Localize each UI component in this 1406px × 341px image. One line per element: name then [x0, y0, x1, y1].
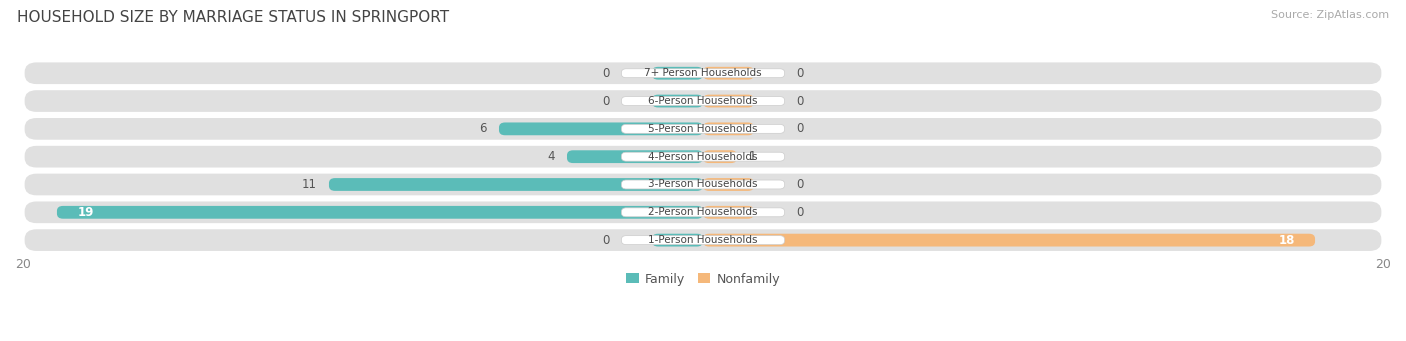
- FancyBboxPatch shape: [25, 62, 1381, 84]
- Text: 11: 11: [302, 178, 318, 191]
- Text: 0: 0: [797, 122, 804, 135]
- FancyBboxPatch shape: [25, 202, 1381, 223]
- Text: 0: 0: [797, 94, 804, 107]
- Text: 0: 0: [602, 94, 609, 107]
- FancyBboxPatch shape: [652, 234, 703, 247]
- FancyBboxPatch shape: [621, 236, 785, 244]
- Text: 4-Person Households: 4-Person Households: [648, 152, 758, 162]
- FancyBboxPatch shape: [499, 122, 703, 135]
- Legend: Family, Nonfamily: Family, Nonfamily: [621, 268, 785, 291]
- FancyBboxPatch shape: [652, 67, 703, 80]
- FancyBboxPatch shape: [621, 208, 785, 217]
- FancyBboxPatch shape: [329, 178, 703, 191]
- FancyBboxPatch shape: [703, 95, 754, 107]
- FancyBboxPatch shape: [25, 118, 1381, 140]
- FancyBboxPatch shape: [621, 180, 785, 189]
- FancyBboxPatch shape: [621, 97, 785, 105]
- FancyBboxPatch shape: [25, 90, 1381, 112]
- FancyBboxPatch shape: [703, 178, 754, 191]
- Text: 0: 0: [797, 178, 804, 191]
- Text: 1-Person Households: 1-Person Households: [648, 235, 758, 245]
- FancyBboxPatch shape: [703, 206, 754, 219]
- Text: 6: 6: [479, 122, 486, 135]
- Text: 6-Person Households: 6-Person Households: [648, 96, 758, 106]
- Text: 19: 19: [77, 206, 94, 219]
- FancyBboxPatch shape: [703, 234, 1315, 247]
- Text: 0: 0: [602, 234, 609, 247]
- FancyBboxPatch shape: [25, 174, 1381, 195]
- Text: 18: 18: [1278, 234, 1295, 247]
- FancyBboxPatch shape: [652, 95, 703, 107]
- Text: HOUSEHOLD SIZE BY MARRIAGE STATUS IN SPRINGPORT: HOUSEHOLD SIZE BY MARRIAGE STATUS IN SPR…: [17, 10, 449, 25]
- FancyBboxPatch shape: [703, 67, 754, 80]
- FancyBboxPatch shape: [25, 146, 1381, 167]
- Text: 4: 4: [547, 150, 555, 163]
- Text: 3-Person Households: 3-Person Households: [648, 179, 758, 190]
- Text: 2-Person Households: 2-Person Households: [648, 207, 758, 217]
- FancyBboxPatch shape: [567, 150, 703, 163]
- FancyBboxPatch shape: [703, 150, 737, 163]
- FancyBboxPatch shape: [25, 229, 1381, 251]
- FancyBboxPatch shape: [56, 206, 703, 219]
- FancyBboxPatch shape: [621, 124, 785, 133]
- Text: 7+ Person Households: 7+ Person Households: [644, 68, 762, 78]
- FancyBboxPatch shape: [621, 152, 785, 161]
- Text: 0: 0: [797, 206, 804, 219]
- Text: 5-Person Households: 5-Person Households: [648, 124, 758, 134]
- FancyBboxPatch shape: [621, 69, 785, 78]
- Text: 0: 0: [602, 67, 609, 80]
- Text: 0: 0: [797, 67, 804, 80]
- FancyBboxPatch shape: [703, 122, 754, 135]
- Text: Source: ZipAtlas.com: Source: ZipAtlas.com: [1271, 10, 1389, 20]
- Text: 1: 1: [749, 150, 756, 163]
